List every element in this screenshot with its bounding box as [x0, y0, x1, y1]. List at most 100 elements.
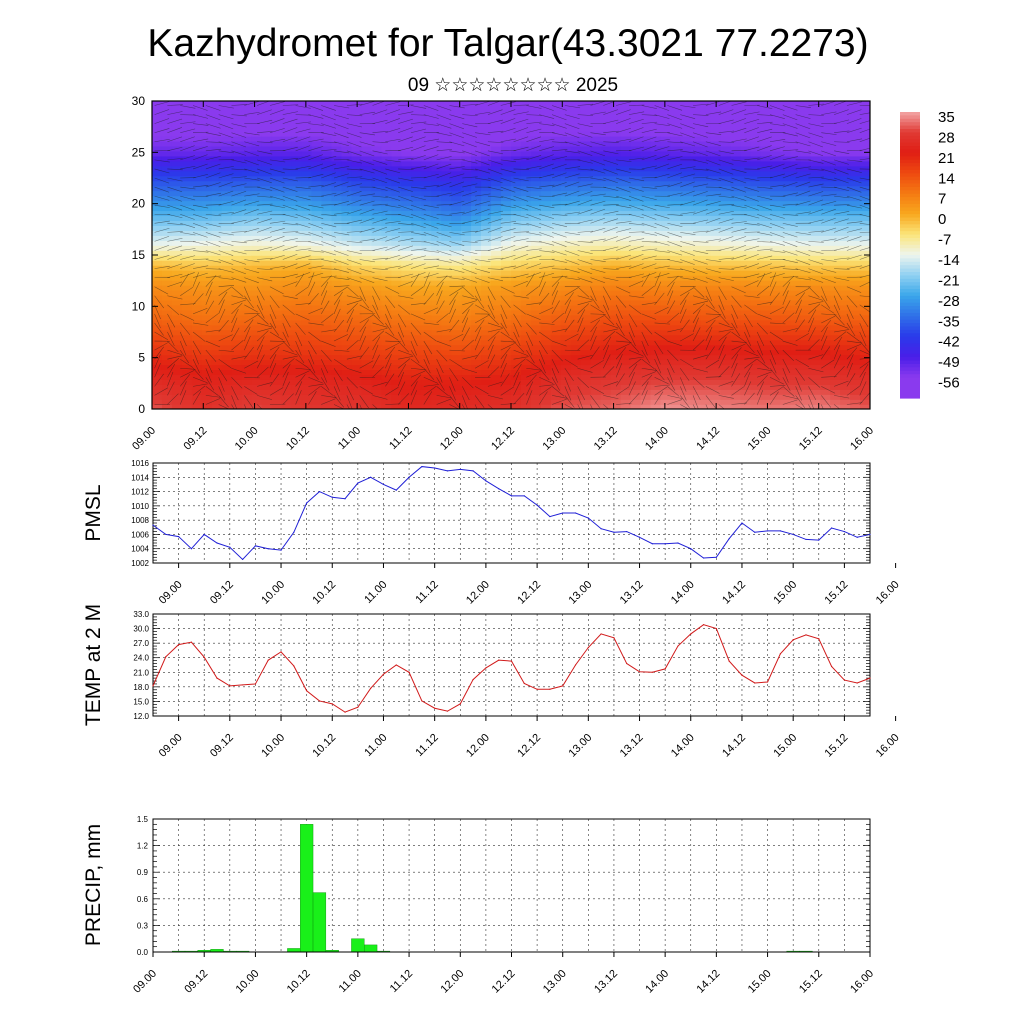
- heatmap-cell: [570, 374, 582, 380]
- heatmap-cell: [550, 105, 562, 112]
- heatmap-cell: [540, 389, 552, 395]
- heatmap-cell: [301, 145, 313, 152]
- heatmap-cell: [660, 130, 672, 137]
- wind-barb: [308, 340, 317, 355]
- heatmap-cell: [520, 389, 532, 395]
- heatmap-cell: [820, 269, 831, 276]
- heatmap-cell: [261, 245, 273, 251]
- heatmap-cell: [351, 205, 363, 212]
- heatmap-cell: [610, 130, 622, 137]
- heatmap-cell: [780, 245, 792, 251]
- heatmap-cell: [481, 359, 492, 366]
- heatmap-cell: [171, 334, 183, 341]
- heatmap-cell: [311, 269, 323, 276]
- heatmap-cell: [540, 309, 552, 316]
- heatmap-cell: [491, 354, 502, 361]
- heatmap-cell: [231, 279, 243, 286]
- wind-barb: [269, 362, 277, 378]
- heatmap-cell: [580, 145, 592, 152]
- heatmap-cell: [221, 160, 233, 167]
- heatmap-cell: [261, 269, 273, 276]
- heatmap-cell: [530, 309, 542, 316]
- heatmap-cell: [800, 319, 811, 326]
- heatmap-cell: [471, 329, 482, 336]
- heatmap-cell: [750, 230, 762, 236]
- heatmap-cell: [491, 205, 502, 212]
- heatmap-cell: [780, 200, 792, 207]
- heatmap-cell: [720, 389, 732, 395]
- heatmap-cell: [231, 359, 243, 366]
- heatmap-cell: [860, 399, 870, 405]
- heatmap-cell: [740, 255, 752, 261]
- heatmap-cell: [441, 120, 452, 127]
- heatmap-cell: [441, 250, 452, 256]
- heatmap-cell: [680, 165, 692, 172]
- heatmap-cell: [351, 105, 363, 112]
- heatmap-cell: [471, 289, 482, 296]
- heatmap-cell: [471, 165, 482, 172]
- heatmap-cell: [341, 130, 353, 137]
- wind-barb: [744, 381, 752, 396]
- heatmap-cell: [850, 309, 861, 316]
- heatmap-cell: [750, 225, 762, 231]
- heatmap-cell: [790, 299, 801, 306]
- wind-barb: [679, 377, 687, 392]
- heatmap-cell: [321, 369, 333, 376]
- heatmap-cell: [530, 110, 542, 117]
- heatmap-cell: [850, 334, 861, 341]
- heatmap-cell: [291, 190, 303, 197]
- heatmap-cell: [570, 180, 582, 187]
- heatmap-cell: [780, 130, 792, 137]
- heatmap-cell: [411, 240, 423, 246]
- heatmap-cell: [161, 349, 173, 356]
- heatmap-cell: [401, 170, 413, 177]
- heatmap-cell: [351, 269, 363, 276]
- heatmap-cell: [580, 165, 592, 172]
- heatmap-cell: [830, 155, 841, 162]
- wind-barb: [192, 350, 199, 365]
- heatmap-cell: [670, 364, 682, 371]
- heatmap-cell: [660, 389, 672, 395]
- heatmap-cell: [161, 294, 173, 301]
- heatmap-cell: [560, 324, 572, 331]
- heatmap-cell: [291, 170, 303, 177]
- heatmap-cell: [540, 354, 552, 361]
- heatmap-cell: [740, 329, 752, 336]
- heatmap-cell: [421, 125, 433, 132]
- heatmap-cell: [550, 145, 562, 152]
- heatmap-cell: [371, 185, 383, 192]
- heatmap-cell: [451, 245, 462, 251]
- heatmap-cell: [471, 230, 482, 236]
- heatmap-cell: [600, 314, 612, 321]
- heatmap-cell: [580, 210, 592, 217]
- heatmap-cell: [251, 324, 263, 331]
- heatmap-cell: [680, 215, 692, 222]
- heatmap-cell: [221, 404, 233, 409]
- heatmap-cell: [191, 314, 203, 321]
- heatmap-cell: [640, 101, 652, 107]
- wind-barb: [718, 366, 730, 378]
- heatmap-cell: [730, 284, 742, 291]
- heatmap-cell: [291, 369, 303, 376]
- heatmap-cell: [610, 220, 622, 226]
- wind-barb: [385, 354, 392, 369]
- heatmap-cell: [241, 309, 253, 316]
- heatmap-cell: [371, 165, 383, 172]
- heatmap-cell: [321, 299, 333, 306]
- wind-barb: [218, 308, 226, 324]
- heatmap-cell: [261, 284, 273, 291]
- heatmap-cell: [401, 155, 413, 162]
- heatmap-cell: [570, 160, 582, 167]
- heatmap-cell: [441, 125, 452, 132]
- heatmap-cell: [201, 145, 213, 152]
- heatmap-cell: [790, 399, 801, 405]
- heatmap-cell: [590, 145, 602, 152]
- heatmap-cell: [680, 299, 692, 306]
- heatmap-cell: [331, 259, 343, 266]
- heatmap-cell: [810, 185, 821, 192]
- heatmap-cell: [221, 140, 233, 147]
- wind-barb: [513, 356, 529, 360]
- heatmap-cell: [650, 145, 662, 152]
- heatmap-cell: [401, 349, 413, 356]
- heatmap-cell: [511, 200, 522, 207]
